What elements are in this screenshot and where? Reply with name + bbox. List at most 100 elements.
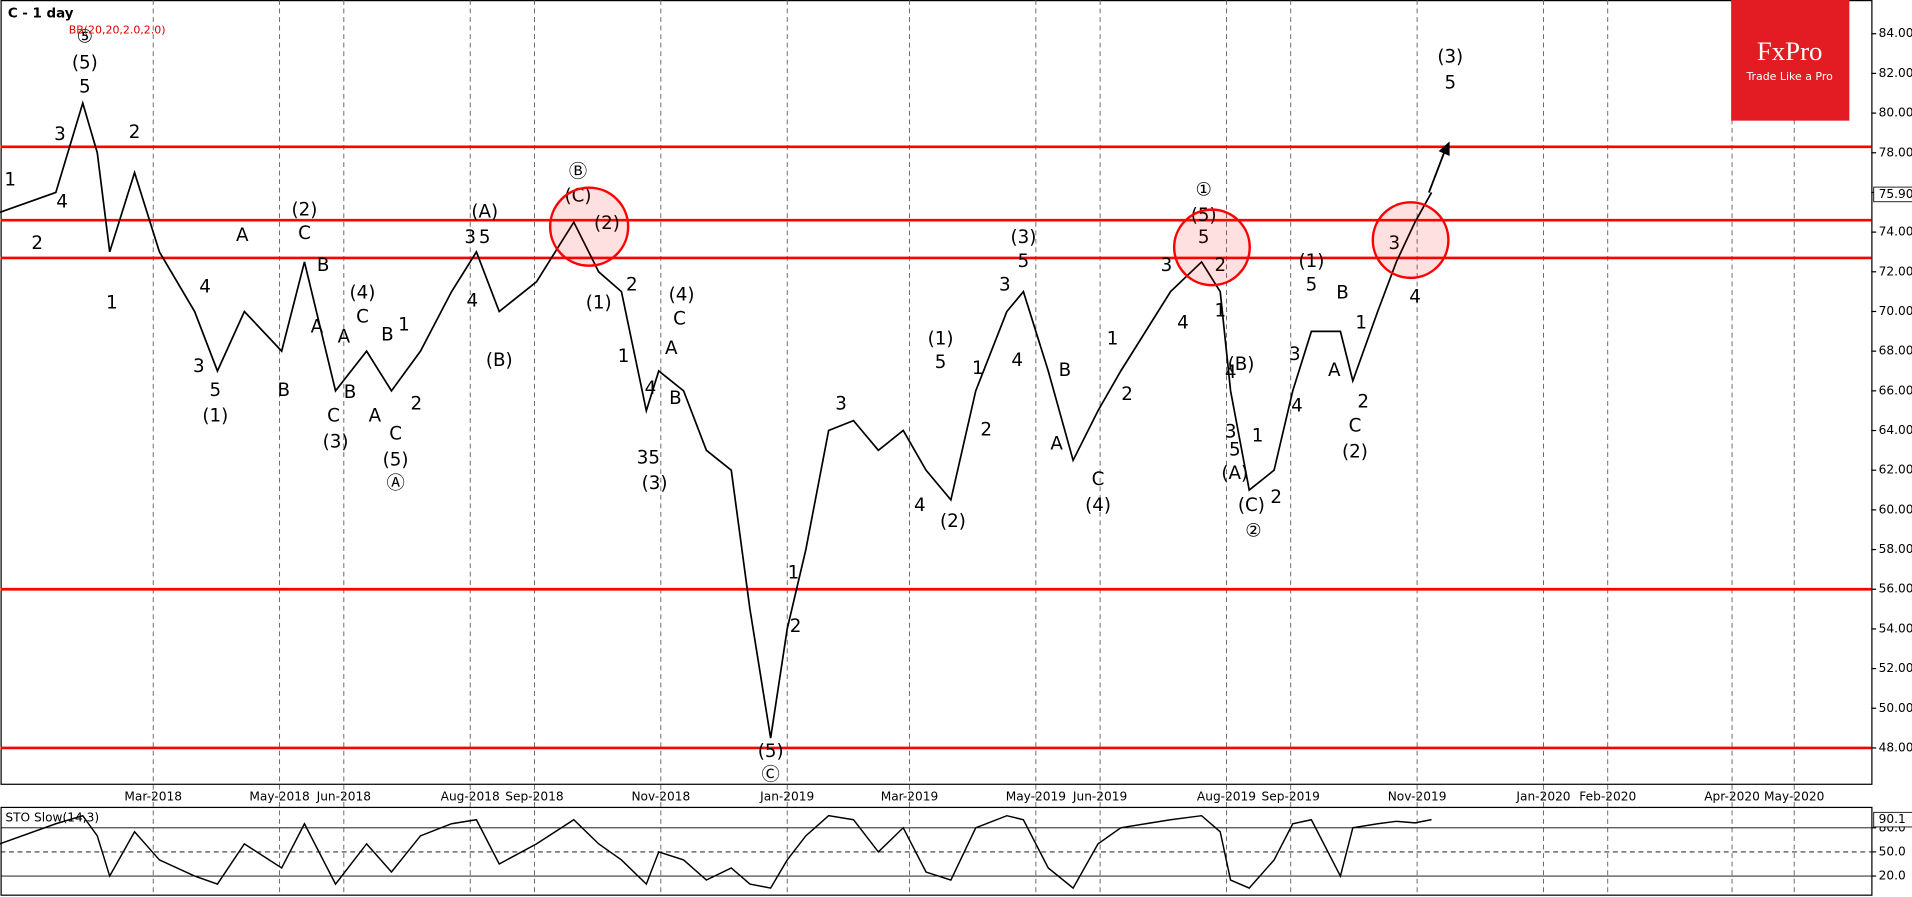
- y-tick-label: 80.00: [1879, 106, 1912, 120]
- wave-label: 2: [790, 616, 802, 637]
- last-value-label: 90.1: [1879, 812, 1906, 826]
- wave-label: B: [277, 380, 290, 401]
- wave-label: 5: [935, 352, 947, 373]
- highlight-circle: [1172, 208, 1251, 287]
- x-tick-label: Jan-2020: [1515, 790, 1570, 804]
- wave-label: 3: [1389, 233, 1401, 254]
- wave-label: 2: [1121, 384, 1133, 405]
- wave-label: 2: [411, 394, 423, 415]
- y-tick-label: 74.00: [1879, 225, 1912, 239]
- price-line: [0, 100, 1433, 739]
- arrow-head: [1438, 141, 1450, 156]
- wave-label: (2): [594, 213, 620, 234]
- wave-label: (2): [1342, 441, 1368, 462]
- wave-label: 35: [637, 447, 660, 468]
- wave-label: 4: [1177, 312, 1189, 333]
- wave-label: 4: [1291, 396, 1303, 417]
- wave-label: 4: [1011, 350, 1023, 371]
- wave-label: 1: [106, 293, 118, 314]
- wave-label: 1: [1214, 300, 1226, 321]
- y-tick-label: 82.00: [1879, 66, 1912, 80]
- wave-label: 4: [466, 291, 478, 312]
- y-tick-label: 68.00: [1879, 344, 1912, 358]
- wave-label: A: [1328, 360, 1341, 381]
- wave-label: 5: [1306, 275, 1318, 296]
- x-tick-label: May-2020: [1764, 790, 1824, 804]
- y-tick-label: 62.00: [1879, 463, 1912, 477]
- wave-label: C: [327, 406, 340, 427]
- wave-label: 1: [1252, 425, 1264, 446]
- chart-title: C - 1 day: [8, 6, 74, 21]
- x-tick-label: May-2019: [1006, 790, 1066, 804]
- indicator-label: BB(20,20,2.0,2.0): [69, 23, 166, 36]
- y-tick-label: 60.00: [1879, 502, 1912, 516]
- wave-label: 5: [479, 227, 491, 248]
- x-tick-label: Nov-2019: [1388, 790, 1447, 804]
- logo-box: [1731, 0, 1850, 121]
- price-frame: [0, 0, 1873, 785]
- wave-label: 3: [193, 356, 205, 377]
- x-tick-label: Mar-2019: [881, 790, 939, 804]
- wave-label: Ⓒ: [762, 765, 780, 786]
- wave-label: 3: [464, 227, 476, 248]
- wave-label: 4: [199, 277, 211, 298]
- x-tick-label: Sep-2018: [505, 790, 563, 804]
- y-tick-label: 48.00: [1879, 740, 1912, 754]
- x-tick-label: Mar-2018: [124, 790, 182, 804]
- wave-label: 1: [972, 358, 984, 379]
- x-tick-label: Aug-2019: [1197, 790, 1256, 804]
- wave-label: (1): [928, 328, 954, 349]
- highlight-circle: [548, 186, 630, 267]
- y-tick-label: 50.0: [1879, 844, 1906, 858]
- wave-label: (4): [350, 283, 376, 304]
- wave-label: 1: [618, 346, 630, 367]
- wave-label: A: [236, 225, 249, 246]
- wave-label: (3): [1010, 227, 1036, 248]
- highlight-circle: [1371, 201, 1450, 280]
- wave-label: B: [317, 255, 330, 276]
- wave-label: (4): [1085, 495, 1111, 516]
- wave-label: 1: [398, 314, 410, 335]
- x-tick-label: Jan-2019: [759, 790, 814, 804]
- panel-title: STO Slow(14,3): [5, 810, 99, 824]
- slogan: Trade Like a Pro: [1745, 70, 1833, 83]
- y-tick-label: 64.00: [1879, 423, 1912, 437]
- wave-label: 2: [129, 122, 141, 143]
- wave-label: (1): [586, 293, 612, 314]
- wave-label: C: [356, 306, 369, 327]
- wave-label: 3: [1161, 255, 1173, 276]
- wave-label: 3: [1289, 344, 1301, 365]
- last-value-box: [1873, 186, 1912, 203]
- wave-label: 2: [980, 420, 992, 441]
- wave-label: 3: [999, 275, 1011, 296]
- wave-label: B: [381, 324, 394, 345]
- wave-label: (4): [669, 285, 695, 306]
- x-tick-label: Jun-2018: [316, 790, 371, 804]
- wave-label: (B): [1228, 354, 1255, 375]
- wave-label: C: [298, 223, 311, 244]
- wave-label: (3): [323, 431, 349, 452]
- wave-label: (B): [486, 350, 513, 371]
- wave-label: (1): [202, 406, 228, 427]
- y-tick-label: 52.00: [1879, 661, 1912, 675]
- wave-label: ①: [1196, 179, 1212, 200]
- y-tick-label: 70.00: [1879, 304, 1912, 318]
- wave-label: 5: [79, 76, 91, 97]
- wave-label: 2: [1270, 487, 1282, 508]
- y-tick-label: 78.00: [1879, 145, 1912, 159]
- y-tick-label: 58.00: [1879, 542, 1912, 556]
- wave-label: 5: [1198, 227, 1210, 248]
- wave-label: B: [669, 388, 682, 409]
- wave-label: C: [1349, 416, 1362, 437]
- wave-label: ②: [1245, 521, 1261, 542]
- wave-label: (2): [292, 199, 318, 220]
- wave-label: B: [344, 382, 357, 403]
- wave-label: 5: [210, 380, 222, 401]
- wave-label: (3): [1437, 47, 1463, 68]
- wave-label: C: [1092, 469, 1105, 490]
- wave-label: (A): [471, 201, 498, 222]
- sto-line: [0, 814, 1432, 890]
- x-tick-label: Feb-2020: [1579, 790, 1636, 804]
